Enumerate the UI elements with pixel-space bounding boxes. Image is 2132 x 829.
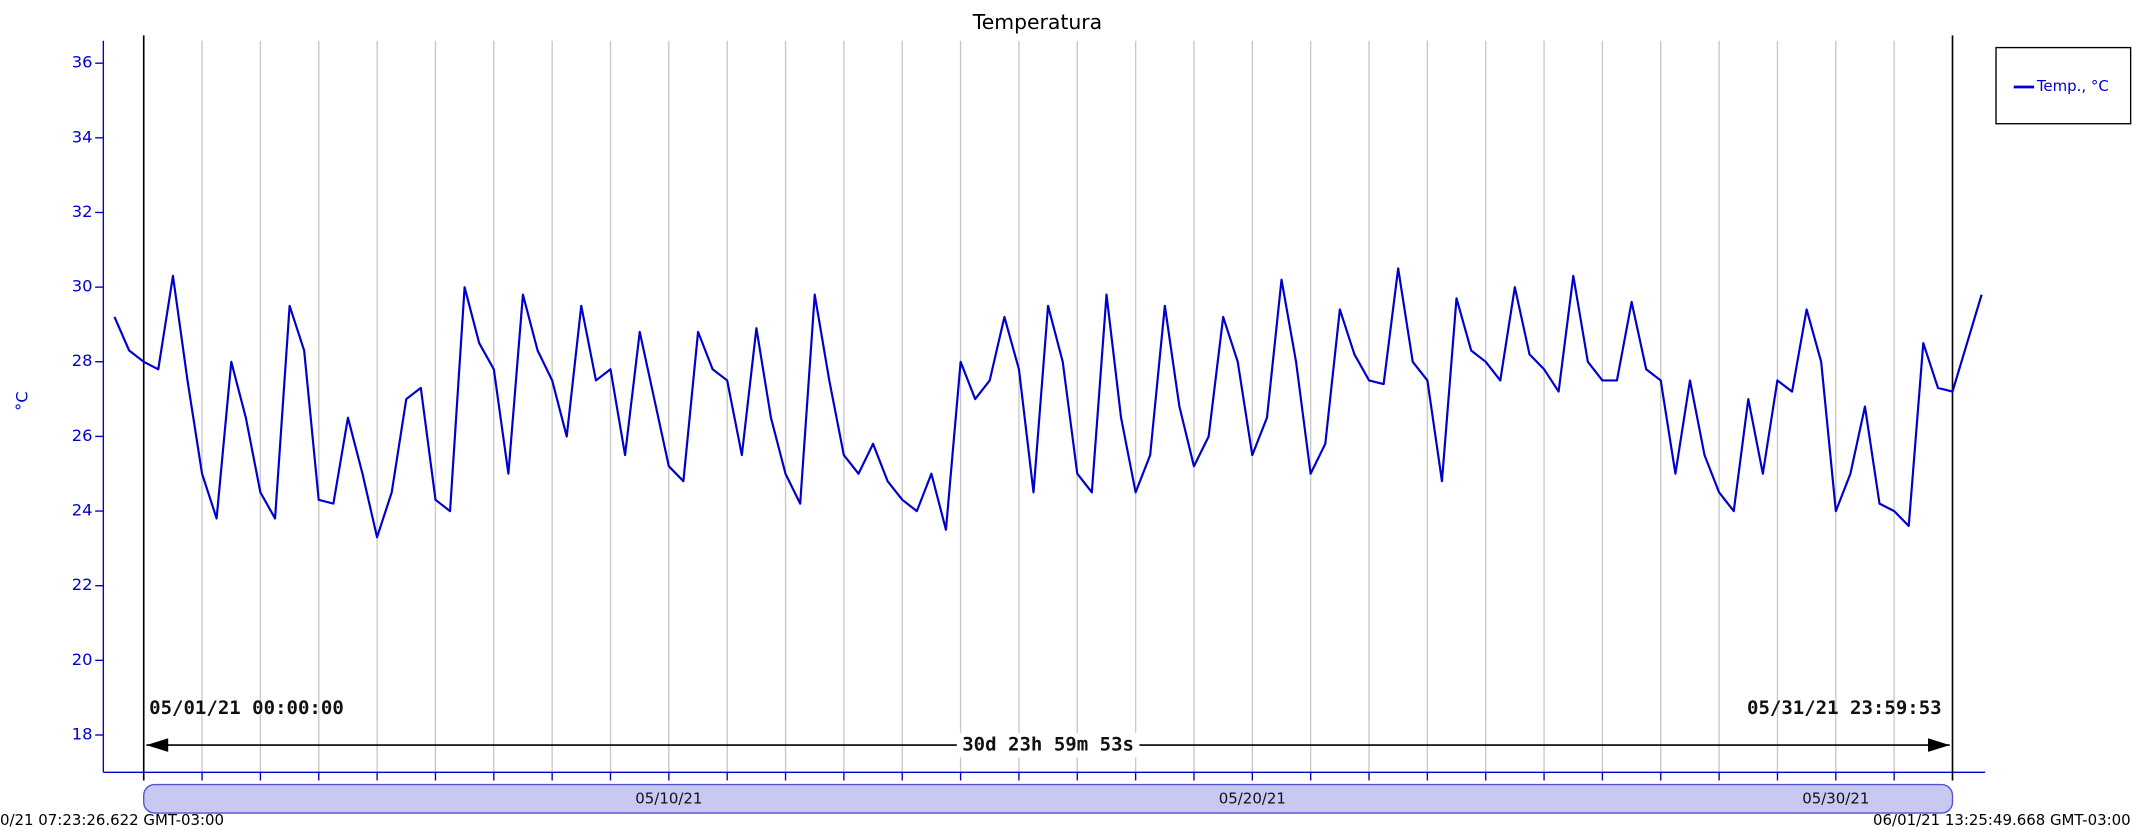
x-tick-label: 05/20/21 (1219, 789, 1286, 807)
y-tick-label: 18 (72, 724, 93, 743)
legend-label: Temp., °C (2036, 77, 2109, 95)
y-tick-label: 26 (72, 426, 93, 445)
y-tick-label: 24 (72, 501, 93, 520)
range-end-annotation: 05/31/21 23:59:53 (1747, 697, 1942, 719)
range-start-annotation: 05/01/21 00:00:00 (149, 697, 344, 719)
duration-background (956, 732, 1140, 758)
arrow-head (1928, 738, 1950, 752)
y-tick-label: 36 (72, 53, 93, 72)
temperature-line (113, 267, 1983, 539)
range-start-label: 0/21 07:23:26.622 GMT-03:00 (0, 811, 224, 829)
y-tick-label: 32 (72, 202, 93, 221)
y-tick-label: 20 (72, 650, 93, 669)
y-tick-label: 22 (72, 575, 93, 594)
y-tick-label: 34 (72, 127, 93, 146)
arrow-head (146, 738, 169, 752)
y-tick-label: 28 (72, 351, 93, 370)
chart-title: Temperatura (972, 10, 1102, 34)
legend-box (1995, 46, 2132, 125)
range-end-label: 06/01/21 13:25:49.668 GMT-03:00 (1873, 811, 2131, 829)
y-tick-label: 30 (72, 277, 93, 296)
scrollbar (143, 783, 1954, 814)
x-tick-label: 05/30/21 (1802, 789, 1869, 807)
x-tick-label: 05/10/21 (635, 789, 702, 807)
y-axis-label: °C (13, 391, 32, 411)
duration-label: 30d 23h 59m 53s (962, 734, 1134, 756)
